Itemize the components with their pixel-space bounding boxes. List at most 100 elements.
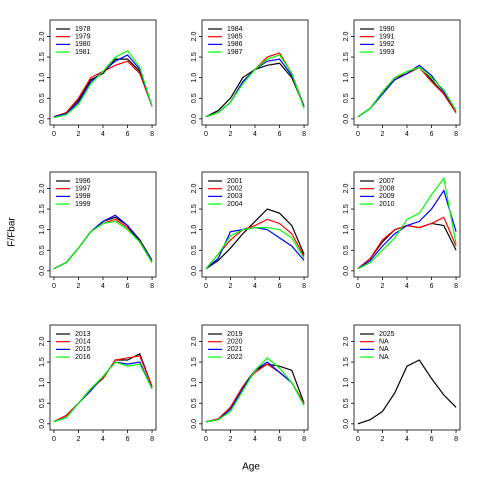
x-tick-label: 8	[302, 436, 306, 443]
y-tick-label: 0.5	[191, 93, 198, 103]
x-tick-label: 4	[253, 131, 257, 138]
y-tick-label: 1.5	[39, 204, 46, 214]
y-tick-label: 1.5	[191, 204, 198, 214]
y-tick-label: 2.0	[343, 31, 350, 41]
x-tick-label: 2	[229, 131, 233, 138]
x-tick-label: 6	[126, 131, 130, 138]
y-tick-label: 1.5	[343, 357, 350, 367]
x-tick-label: 0	[52, 436, 56, 443]
x-tick-label: 8	[150, 131, 154, 138]
legend-label: 1998	[75, 193, 91, 200]
y-tick-label: 0.0	[343, 114, 350, 124]
legend-label: 2004	[227, 201, 243, 208]
y-tick-label: 0.0	[343, 266, 350, 276]
y-tick-label: 0.5	[191, 245, 198, 255]
x-tick-label: 6	[430, 283, 434, 290]
plot-frame	[49, 171, 157, 278]
y-tick-label: 1.0	[343, 378, 350, 388]
y-tick-label: 0.0	[343, 419, 350, 429]
series-line	[53, 216, 153, 270]
series-line	[53, 220, 153, 270]
x-tick-label: 2	[77, 436, 81, 443]
y-tick-label: 2.0	[39, 183, 46, 193]
y-tick-label: 1.5	[343, 52, 350, 62]
x-tick-label: 4	[405, 436, 409, 443]
legend-label: 2021	[227, 346, 243, 353]
y-tick-label: 1.0	[343, 225, 350, 235]
x-tick-label: 4	[253, 283, 257, 290]
legend-label: 2022	[227, 354, 243, 361]
legend-label: 1997	[75, 186, 91, 193]
legend-label: 1987	[227, 49, 243, 56]
legend-label: 1980	[75, 41, 91, 48]
legend-label: 2007	[379, 178, 395, 185]
legend-label: 2009	[379, 193, 395, 200]
x-tick-label: 6	[278, 283, 282, 290]
legend-label: 2019	[227, 331, 243, 338]
legend-label: 2020	[227, 339, 243, 346]
plot-frame	[201, 324, 309, 431]
y-tick-label: 1.5	[191, 357, 198, 367]
legend-label: 2001	[227, 178, 243, 185]
x-tick-label: 6	[126, 283, 130, 290]
x-tick-label: 4	[405, 283, 409, 290]
series-line	[53, 218, 153, 270]
y-tick-label: 0.5	[39, 245, 46, 255]
legend-label: 1985	[227, 34, 243, 41]
y-tick-label: 0.0	[39, 419, 46, 429]
x-tick-label: 8	[454, 283, 458, 290]
series-line	[53, 58, 153, 118]
y-tick-label: 0.0	[191, 419, 198, 429]
legend-label: 1999	[75, 201, 91, 208]
y-tick-label: 0.5	[39, 93, 46, 103]
plot-frame	[353, 324, 461, 431]
legend-label: 2015	[75, 346, 91, 353]
legend-label: 1986	[227, 41, 243, 48]
series-line	[53, 355, 153, 423]
x-tick-label: 4	[101, 436, 105, 443]
x-tick-label: 4	[101, 131, 105, 138]
series-line	[205, 357, 305, 423]
x-tick-label: 2	[229, 436, 233, 443]
y-tick-label: 1.0	[39, 225, 46, 235]
legend-label: 2014	[75, 339, 91, 346]
legend-label: 1984	[227, 26, 243, 33]
series-line	[205, 52, 305, 118]
y-tick-label: 2.0	[343, 183, 350, 193]
y-tick-label: 1.0	[191, 73, 198, 83]
x-tick-label: 0	[356, 131, 360, 138]
x-tick-label: 0	[204, 436, 208, 443]
y-tick-label: 0.0	[39, 266, 46, 276]
series-line	[357, 359, 457, 425]
x-tick-label: 8	[454, 131, 458, 138]
x-tick-label: 4	[101, 283, 105, 290]
series-line	[357, 222, 457, 270]
x-tick-label: 6	[430, 131, 434, 138]
x-tick-label: 8	[150, 283, 154, 290]
legend-label: NA	[379, 339, 389, 346]
series-line	[357, 66, 457, 118]
legend-label: NA	[379, 346, 389, 353]
legend-label: 2013	[75, 331, 91, 338]
series-line	[53, 361, 153, 423]
legend-label: 1981	[75, 49, 91, 56]
x-axis-label: Age	[242, 462, 260, 473]
x-tick-label: 0	[356, 283, 360, 290]
legend-label: 1990	[379, 26, 395, 33]
x-tick-label: 6	[126, 436, 130, 443]
y-tick-label: 1.0	[191, 378, 198, 388]
series-line	[205, 226, 305, 270]
legend-label: 2002	[227, 186, 243, 193]
legend-label: 1978	[75, 26, 91, 33]
y-tick-label: 2.0	[39, 31, 46, 41]
legend-label: 2025	[379, 331, 395, 338]
y-tick-label: 1.5	[39, 52, 46, 62]
y-tick-label: 0.5	[39, 398, 46, 408]
x-tick-label: 8	[302, 283, 306, 290]
x-tick-label: 2	[381, 283, 385, 290]
y-tick-label: 1.0	[191, 225, 198, 235]
legend-label: 2010	[379, 201, 395, 208]
series-line	[357, 66, 457, 118]
y-axis-label: F/Fbar	[7, 217, 18, 247]
